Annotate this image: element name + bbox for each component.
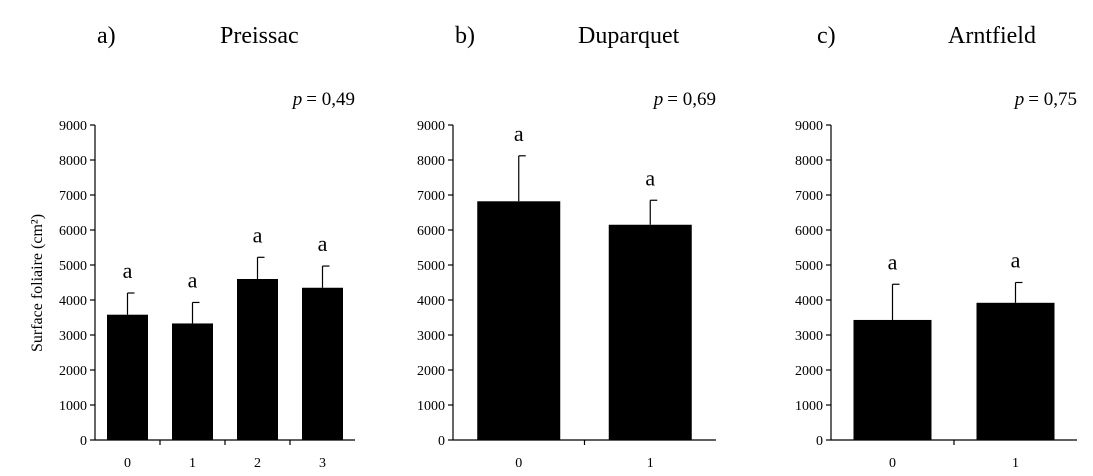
y-tick-label: 5000 (795, 259, 823, 274)
x-tick-label: 2 (254, 456, 261, 471)
y-tick-label: 9000 (417, 119, 445, 134)
panel-label: a) (97, 23, 116, 49)
y-tick-label: 0 (438, 434, 445, 449)
significance-letter: a (188, 267, 198, 292)
y-axis-label: Surface foliaire (cm²) (29, 214, 46, 352)
y-tick-label: 7000 (59, 189, 87, 204)
x-tick-label: 3 (319, 456, 326, 471)
panel-label: b) (455, 23, 475, 49)
p-number: = 0,49 (306, 89, 355, 110)
bar-0 (107, 314, 148, 440)
significance-letter: a (888, 249, 898, 274)
panel-preissac: a) Preissac p = 0,49 Surface foliaire (cm… (29, 23, 355, 471)
x-tick-label: 1 (647, 456, 654, 471)
p-value: p = 0,75 (1013, 89, 1077, 110)
panel-label: c) (817, 23, 836, 49)
panel-arntfield: c) Arntfield p = 0,75 0 1000 2000 3000 4000 50… (795, 23, 1077, 471)
significance-letter: a (318, 231, 328, 256)
y-tick-label: 6000 (795, 224, 823, 239)
y-tick-label: 1000 (417, 399, 445, 414)
y-tick-label: 2000 (59, 364, 87, 379)
p-number: = 0,75 (1028, 89, 1077, 110)
y-tick-label: 0 (80, 434, 87, 449)
y-tick-label: 2000 (417, 364, 445, 379)
p-symbol: p (652, 89, 664, 110)
panel-title: Duparquet (578, 23, 680, 49)
y-tick-label: 9000 (795, 119, 823, 134)
y-tick-label: 0 (816, 434, 823, 449)
bar-1 (172, 323, 213, 440)
x-tick-label: 1 (189, 456, 196, 471)
bar-2 (237, 279, 278, 440)
p-value: p = 0,69 (652, 89, 716, 110)
bar-0 (853, 319, 932, 440)
y-tick-label: 7000 (795, 189, 823, 204)
x-tick-label: 0 (889, 456, 896, 471)
y-tick-label: 4000 (417, 294, 445, 309)
y-tick-label: 4000 (795, 294, 823, 309)
y-tick-label: 8000 (795, 154, 823, 169)
y-tick-label: 8000 (59, 154, 87, 169)
y-tick-label: 4000 (59, 294, 87, 309)
y-tick-label: 1000 (59, 399, 87, 414)
p-number: = 0,69 (667, 89, 716, 110)
bar-1 (976, 302, 1055, 440)
panel-title: Arntfield (948, 23, 1036, 49)
significance-letter: a (1011, 248, 1021, 273)
y-tick-label: 6000 (417, 224, 445, 239)
panel-duparquet: b) Duparquet p = 0,69 0 1000 2000 3000 4000 50… (417, 23, 716, 471)
y-tick-label: 8000 (417, 154, 445, 169)
bar-0 (477, 201, 561, 440)
significance-letter: a (123, 258, 133, 283)
panel-title: Preissac (220, 23, 299, 49)
x-tick-label: 0 (124, 456, 131, 471)
significance-letter: a (253, 222, 263, 247)
significance-letter: a (514, 121, 524, 146)
y-tick-label: 3000 (59, 329, 87, 344)
p-symbol: p (291, 89, 303, 110)
y-tick-label: 5000 (59, 259, 87, 274)
y-tick-label: 7000 (417, 189, 445, 204)
y-tick-label: 6000 (59, 224, 87, 239)
p-value: p = 0,49 (291, 89, 355, 110)
y-tick-label: 5000 (417, 259, 445, 274)
y-tick-label: 1000 (795, 399, 823, 414)
y-tick-label: 2000 (795, 364, 823, 379)
x-tick-label: 1 (1012, 456, 1019, 471)
bar-1 (608, 224, 692, 440)
p-symbol: p (1013, 89, 1025, 110)
y-tick-label: 9000 (59, 119, 87, 134)
bar-3 (302, 287, 343, 440)
x-tick-label: 0 (515, 456, 522, 471)
significance-letter: a (645, 165, 655, 190)
y-tick-label: 3000 (795, 329, 823, 344)
y-tick-label: 3000 (417, 329, 445, 344)
